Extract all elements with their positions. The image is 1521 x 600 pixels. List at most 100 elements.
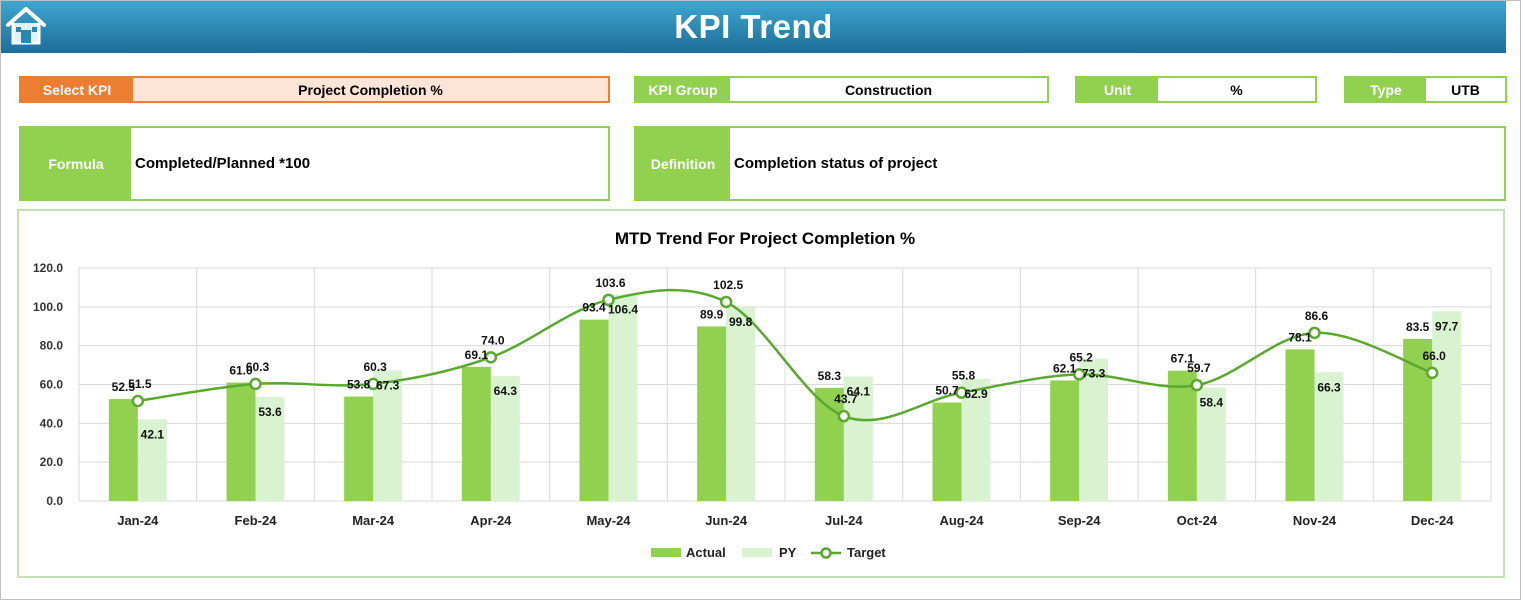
actual-bar	[1285, 349, 1315, 501]
target-data-label: 86.6	[1305, 309, 1329, 323]
y-tick-label: 20.0	[40, 455, 64, 469]
actual-data-label: 69.1	[465, 348, 489, 362]
target-marker	[837, 409, 851, 423]
home-icon[interactable]	[5, 6, 47, 46]
actual-data-label: 58.3	[818, 369, 842, 383]
definition-label: Definition	[636, 128, 730, 199]
py-bar	[726, 307, 756, 501]
x-tick-label: Sep-24	[1058, 513, 1101, 528]
py-data-label: 67.3	[376, 378, 400, 392]
py-bar	[843, 376, 873, 501]
formula-value: Completed/Planned *100	[131, 128, 608, 199]
target-marker	[1308, 326, 1321, 340]
target-data-label: 66.0	[1422, 349, 1446, 363]
py-bar	[961, 378, 991, 501]
target-data-label: 51.5	[128, 377, 152, 391]
legend-actual-swatch	[651, 548, 681, 557]
select-kpi-field[interactable]: Select KPI Project Completion %	[19, 76, 610, 103]
target-data-label: 74.0	[481, 333, 505, 347]
definition-value: Completion status of project	[730, 128, 1504, 199]
target-data-label: 102.5	[713, 278, 743, 292]
x-tick-label: Aug-24	[939, 513, 984, 528]
formula-label: Formula	[21, 128, 131, 199]
y-tick-label: 0.0	[46, 494, 63, 508]
actual-bar	[1167, 370, 1197, 501]
header-bar: KPI Trend	[1, 1, 1506, 53]
py-data-label: 64.3	[494, 384, 518, 398]
actual-bar	[697, 326, 727, 501]
target-data-label: 60.3	[246, 360, 270, 374]
kpi-group-label: KPI Group	[636, 78, 730, 101]
target-data-label: 103.6	[595, 276, 625, 290]
target-marker	[249, 377, 262, 391]
target-marker	[131, 394, 145, 408]
y-tick-label: 120.0	[33, 261, 63, 275]
x-tick-label: Jun-24	[705, 513, 748, 528]
py-bar	[1314, 372, 1344, 501]
py-data-label: 97.7	[1435, 319, 1459, 333]
py-data-label: 66.3	[1317, 380, 1341, 394]
py-bar	[608, 294, 638, 501]
type-value: UTB	[1426, 78, 1505, 101]
actual-bar	[108, 399, 138, 501]
actual-data-label: 89.9	[700, 307, 724, 321]
actual-bar	[932, 402, 962, 501]
x-tick-label: Oct-24	[1177, 513, 1218, 528]
py-bar	[137, 419, 167, 501]
actual-bar	[344, 396, 374, 501]
x-tick-label: May-24	[586, 513, 631, 528]
target-marker	[484, 351, 498, 364]
page-title: KPI Trend	[674, 8, 833, 45]
py-data-label: 106.4	[608, 302, 638, 316]
target-marker	[955, 386, 968, 399]
target-marker	[1190, 378, 1204, 392]
x-tick-label: Mar-24	[352, 513, 395, 528]
py-bar	[255, 396, 285, 501]
legend-target-label: Target	[847, 545, 886, 560]
py-data-label: 53.6	[258, 405, 282, 419]
select-kpi-value[interactable]: Project Completion %	[133, 78, 608, 101]
py-bar	[1079, 358, 1109, 501]
actual-data-label: 50.7	[935, 384, 959, 398]
type-field: Type UTB	[1344, 76, 1507, 103]
y-tick-label: 40.0	[40, 416, 64, 430]
py-data-label: 99.8	[729, 315, 753, 329]
target-data-label: 59.7	[1187, 361, 1211, 375]
unit-value: %	[1158, 78, 1315, 101]
actual-bar	[226, 382, 256, 501]
kpi-group-field: KPI Group Construction	[634, 76, 1049, 103]
actual-data-label: 78.1	[1288, 330, 1312, 344]
chart-title: MTD Trend For Project Completion %	[615, 229, 915, 248]
actual-bar	[461, 366, 491, 501]
py-data-label: 42.1	[141, 427, 165, 441]
x-tick-label: Dec-24	[1411, 513, 1454, 528]
legend-actual-label: Actual	[686, 545, 726, 560]
legend-py-label: PY	[779, 545, 797, 560]
py-bar	[1432, 311, 1462, 501]
x-tick-label: Apr-24	[470, 513, 512, 528]
py-data-label: 58.4	[1200, 396, 1224, 410]
target-marker	[1425, 366, 1439, 380]
target-data-label: 55.8	[952, 369, 976, 383]
target-data-label: 65.2	[1069, 350, 1093, 364]
actual-data-label: 52.5	[112, 380, 136, 394]
actual-data-label: 53.8	[347, 378, 371, 392]
y-tick-label: 100.0	[33, 300, 63, 314]
x-tick-label: Feb-24	[235, 513, 278, 528]
actual-data-label: 67.1	[1171, 352, 1195, 366]
formula-field: Formula Completed/Planned *100	[19, 126, 610, 201]
actual-bar	[1050, 380, 1080, 501]
actual-data-label: 93.4	[582, 301, 606, 315]
py-data-label: 64.1	[847, 385, 871, 399]
unit-field: Unit %	[1075, 76, 1317, 103]
target-marker	[366, 377, 380, 391]
mtd-trend-chart: MTD Trend For Project Completion % 0.0 20…	[17, 209, 1505, 578]
target-data-label: 60.3	[363, 360, 387, 374]
target-data-label: 43.7	[834, 392, 858, 406]
x-tick-label: Jan-24	[117, 513, 159, 528]
kpi-group-value: Construction	[730, 78, 1047, 101]
py-data-label: 73.3	[1082, 367, 1106, 381]
legend-target-marker	[820, 547, 832, 559]
y-tick-label: 60.0	[40, 378, 64, 392]
actual-bar	[579, 319, 609, 501]
